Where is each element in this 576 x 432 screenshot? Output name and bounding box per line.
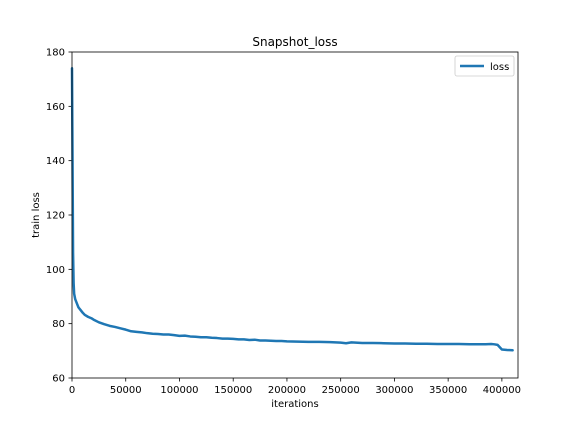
y-tick-label: 180 xyxy=(46,48,65,59)
y-axis-ticks: 60 80 100 120 140 160 180 xyxy=(46,48,72,385)
y-axis-label: train loss xyxy=(31,192,42,238)
series-line-loss xyxy=(70,67,514,352)
x-tick-label: 350000 xyxy=(429,385,467,396)
plot-frame xyxy=(71,51,519,379)
x-tick-label: 150000 xyxy=(214,385,252,396)
y-tick-label: 120 xyxy=(46,211,65,222)
x-tick-label: 50000 xyxy=(110,385,142,396)
x-tick-label: 250000 xyxy=(322,385,360,396)
chart-title: Snapshot_loss xyxy=(252,35,337,49)
legend-box xyxy=(454,55,515,77)
series-lines xyxy=(70,67,514,352)
y-tick-label: 80 xyxy=(52,319,65,330)
x-tick-label: 400000 xyxy=(483,385,521,396)
legend-label-loss: loss xyxy=(490,62,509,73)
y-tick-label: 140 xyxy=(46,156,65,167)
y-tick-label: 160 xyxy=(46,102,65,113)
y-tick-label: 60 xyxy=(52,374,65,385)
x-axis-ticks: 0 50000 100000 150000 200000 250000 300000 3500… xyxy=(69,378,521,396)
legend: loss xyxy=(454,55,515,77)
x-tick-label: 100000 xyxy=(160,385,198,396)
y-tick-label: 100 xyxy=(46,265,65,276)
x-tick-label: 200000 xyxy=(268,385,306,396)
x-axis-label: iterations xyxy=(271,399,318,410)
x-tick-label: 0 xyxy=(69,385,75,396)
x-tick-label: 300000 xyxy=(375,385,413,396)
